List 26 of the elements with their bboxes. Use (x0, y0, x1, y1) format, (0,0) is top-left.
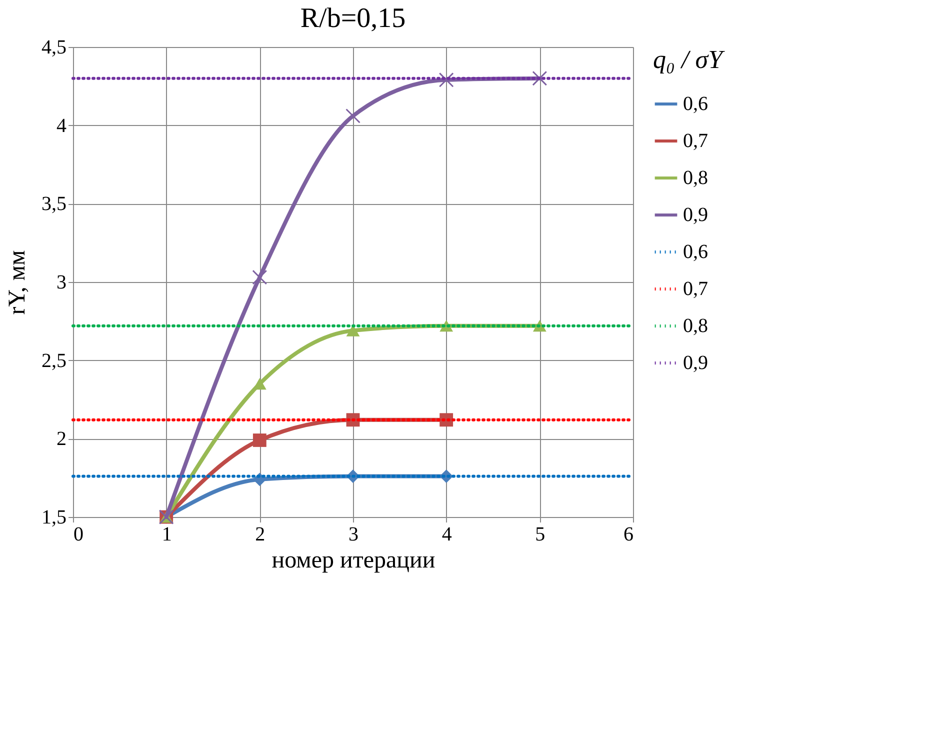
y-tick-label: 4 (56, 114, 66, 137)
x-tick-label: 3 (348, 524, 358, 546)
legend-label: 0,7 (683, 278, 708, 300)
legend-label: 0,6 (683, 241, 708, 263)
legend-label: 0,9 (683, 204, 708, 226)
legend-label: 0,6 (683, 93, 708, 115)
y-tick-label: 3,5 (42, 193, 66, 216)
legend-label: 0,8 (683, 315, 708, 337)
y-tick-label: 3 (56, 272, 66, 294)
y-tick-label: 1,5 (42, 506, 66, 528)
x-tick-label: 1 (162, 524, 172, 546)
y-tick-label: 2,5 (42, 350, 66, 372)
x-tick-label: 5 (535, 524, 546, 546)
legend-label: 0,7 (683, 130, 708, 152)
x-tick-label: 2 (255, 524, 266, 546)
y-axis-title: rY, мм (4, 250, 30, 315)
x-tick-label: 0 (74, 524, 84, 546)
x-tick-label: 6 (624, 524, 634, 546)
y-tick-label: 4,5 (42, 36, 66, 58)
legend-title: q₀ / σY (653, 45, 726, 74)
legend-label: 0,9 (683, 352, 708, 374)
x-axis-title: номер итерации (272, 548, 436, 574)
legend-label: 0,8 (683, 167, 708, 189)
y-tick-label: 2 (56, 428, 66, 450)
x-tick-label: 4 (442, 524, 452, 546)
chart-title: R/b=0,15 (300, 3, 406, 34)
